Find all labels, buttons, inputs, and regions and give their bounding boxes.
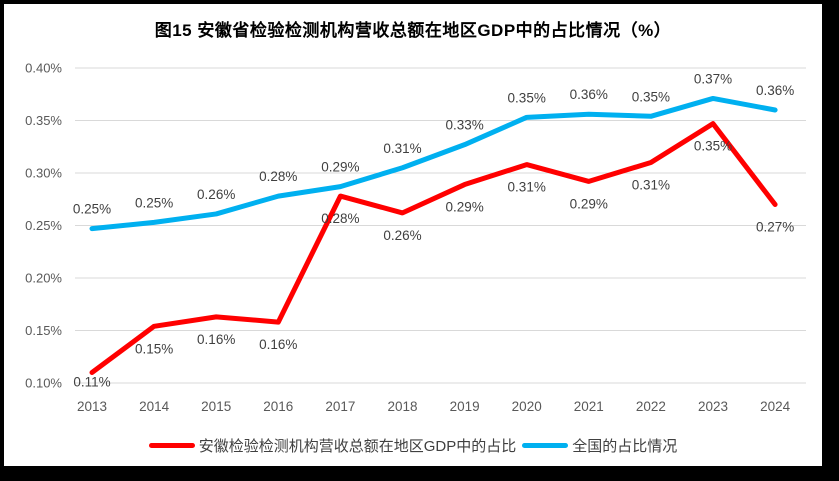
data-label: 0.26% xyxy=(383,228,421,243)
y-tick-label: 0.40% xyxy=(25,61,62,76)
x-tick-label: 2023 xyxy=(698,399,728,414)
x-tick-label: 2017 xyxy=(325,399,355,414)
anhui-series-line xyxy=(89,121,778,375)
y-tick-label: 0.30% xyxy=(25,166,62,181)
data-label: 0.29% xyxy=(570,196,608,211)
legend-label-anhui: 安徽检验检测机构营收总额在地区GDP中的占比 xyxy=(198,438,517,455)
data-label: 0.35% xyxy=(694,139,732,154)
data-label: 0.37% xyxy=(694,71,732,86)
data-label: 0.25% xyxy=(135,195,173,210)
x-tick-label: 2016 xyxy=(263,399,293,414)
y-tick-label: 0.10% xyxy=(25,376,62,391)
x-tick-label: 2018 xyxy=(387,399,417,414)
national-line-swatch xyxy=(522,443,569,448)
data-label: 0.25% xyxy=(73,202,111,217)
data-label: 0.36% xyxy=(570,87,608,102)
data-label: 0.35% xyxy=(508,90,546,105)
x-tick-label: 2020 xyxy=(512,399,542,414)
y-tick-label: 0.35% xyxy=(25,113,62,128)
data-label: 0.28% xyxy=(259,169,297,184)
x-tick-label: 2013 xyxy=(77,399,107,414)
chart-legend: 安徽检验检测机构营收总额在地区GDP中的占比 全国的占比情况 xyxy=(4,435,822,456)
national-series-line xyxy=(89,95,778,232)
data-label: 0.27% xyxy=(756,220,794,235)
legend-item-national: 全国的占比情况 xyxy=(522,435,677,456)
line-chart: 0.10% 0.15% 0.20% 0.25% 0.30% 0.35% 0.40% 2013 2… xyxy=(25,61,806,414)
data-label: 0.15% xyxy=(135,341,173,356)
x-tick-label: 2024 xyxy=(760,399,791,414)
data-label: 0.35% xyxy=(632,89,670,104)
data-label: 0.28% xyxy=(321,211,359,226)
data-label: 0.16% xyxy=(197,332,235,347)
data-label: 0.31% xyxy=(508,180,546,195)
data-label: 0.11% xyxy=(73,375,110,390)
x-tick-label: 2021 xyxy=(574,399,604,414)
legend-label-national: 全国的占比情况 xyxy=(572,438,678,455)
x-tick-label: 2019 xyxy=(450,399,480,414)
anhui-line-swatch xyxy=(148,443,195,448)
x-tick-label: 2015 xyxy=(201,399,231,414)
chart-title: 图15 安徽省检验检测机构营收总额在地区GDP中的占比情况（%） xyxy=(154,21,672,40)
y-tick-label: 0.20% xyxy=(25,271,62,286)
y-tick-label: 0.25% xyxy=(25,218,62,233)
data-label: 0.26% xyxy=(197,187,235,202)
data-label: 0.16% xyxy=(259,337,297,352)
data-label: 0.36% xyxy=(756,83,794,98)
x-tick-label: 2022 xyxy=(636,399,666,414)
data-label: 0.31% xyxy=(383,141,421,156)
x-tick-label: 2014 xyxy=(139,399,170,414)
legend-item-anhui: 安徽检验检测机构营收总额在地区GDP中的占比 xyxy=(148,435,517,456)
data-label: 0.33% xyxy=(445,118,483,133)
data-label: 0.29% xyxy=(321,160,359,175)
data-label: 0.31% xyxy=(632,178,670,193)
y-tick-label: 0.15% xyxy=(25,323,62,338)
data-label: 0.29% xyxy=(445,200,483,215)
